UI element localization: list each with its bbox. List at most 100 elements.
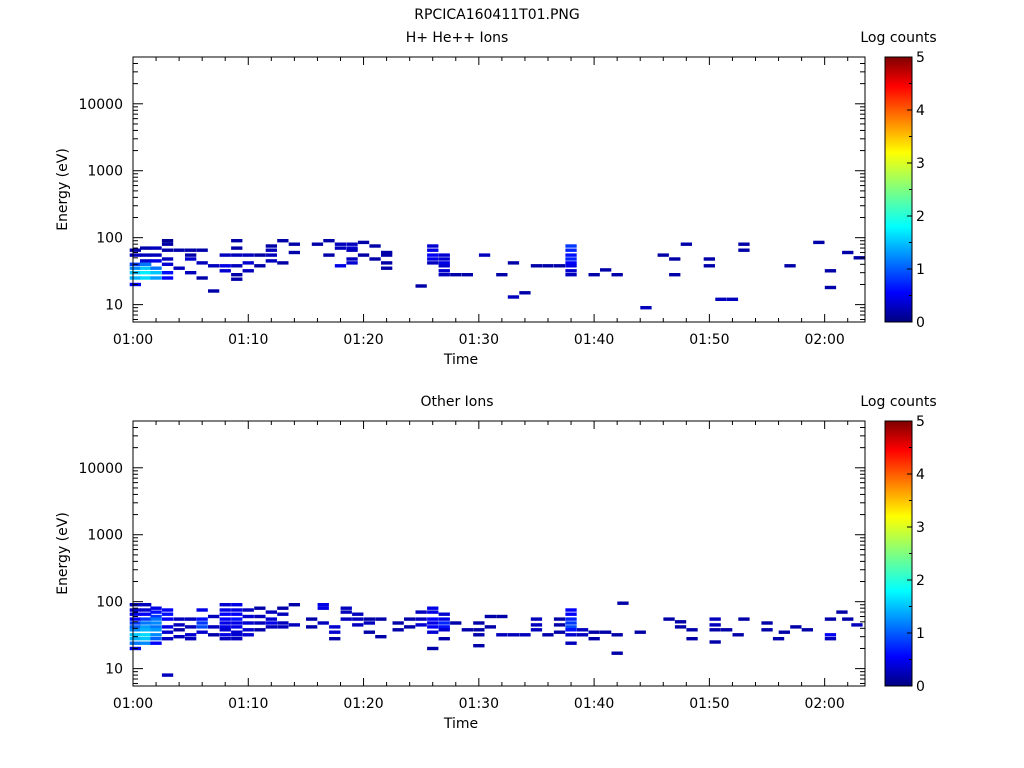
spectrogram-cell bbox=[129, 628, 141, 632]
spectrogram-cell bbox=[738, 248, 750, 252]
y-axis-label: Energy (eV) bbox=[55, 148, 71, 231]
spectrogram-cell bbox=[140, 271, 152, 275]
spectrogram-cell bbox=[772, 637, 785, 641]
spectrogram-cell bbox=[231, 246, 243, 250]
spectrogram-cell bbox=[507, 295, 520, 299]
y-tick-label: 1000 bbox=[87, 528, 123, 544]
colorbar bbox=[884, 56, 913, 323]
spectrogram-cell bbox=[790, 625, 802, 629]
spectrogram-cell bbox=[323, 253, 335, 257]
spectrogram-cell bbox=[161, 608, 174, 612]
spectrogram-cell bbox=[530, 628, 543, 632]
spectrogram-cell bbox=[576, 628, 589, 632]
spectrogram-cell bbox=[140, 246, 152, 250]
spectrogram-cell bbox=[634, 630, 646, 634]
spectrogram-cell bbox=[438, 273, 450, 277]
spectrogram-cell bbox=[438, 264, 450, 268]
spectrogram-cell bbox=[150, 633, 162, 637]
spectrogram-cell bbox=[611, 273, 623, 277]
colorbar-label: Log counts bbox=[860, 394, 936, 410]
spectrogram-cell bbox=[427, 606, 439, 610]
spectrogram-cell bbox=[277, 621, 289, 625]
spectrogram-cell bbox=[427, 248, 439, 252]
spectrogram-cell bbox=[288, 250, 300, 255]
spectrogram-cell bbox=[277, 239, 289, 243]
spectrogram-cell bbox=[150, 271, 162, 275]
spectrogram-cell bbox=[196, 621, 208, 625]
spectrogram-cell bbox=[196, 630, 208, 634]
x-tick-label: 01:10 bbox=[228, 332, 268, 348]
spectrogram-cell bbox=[150, 246, 162, 250]
spectrogram-cell bbox=[129, 608, 141, 612]
colorbar-tick-label: 4 bbox=[916, 467, 925, 483]
spectrogram-cell bbox=[242, 633, 254, 637]
spectrogram-cell bbox=[196, 248, 208, 252]
spectrogram-cell bbox=[140, 608, 152, 612]
spectrogram-cell bbox=[140, 603, 152, 607]
colorbar-tick-label: 3 bbox=[916, 520, 925, 536]
colorbar-tick-label: 0 bbox=[916, 679, 925, 695]
spectrogram-cell bbox=[196, 261, 208, 265]
spectrogram-cell bbox=[150, 610, 162, 614]
spectrogram-cell bbox=[530, 623, 543, 627]
spectrogram-cell bbox=[140, 253, 152, 257]
spectrogram-cell bbox=[565, 633, 577, 637]
spectrogram-cell bbox=[317, 603, 329, 607]
spectrogram-cell bbox=[277, 612, 289, 616]
spectrogram-cell bbox=[784, 264, 796, 268]
colorbar-tick-label: 2 bbox=[916, 209, 925, 225]
spectrogram-cell bbox=[427, 621, 439, 625]
spectrogram-cell bbox=[473, 621, 485, 625]
spectrogram-cell bbox=[288, 603, 300, 607]
colorbar-tick-label: 1 bbox=[916, 262, 925, 278]
spectrogram-cell bbox=[726, 297, 739, 301]
spectrogram-cell bbox=[140, 621, 152, 625]
spectrogram-cell bbox=[669, 257, 681, 261]
spectrogram-cell bbox=[161, 612, 174, 616]
spectrogram-cell bbox=[686, 628, 698, 632]
spectrogram-cell bbox=[173, 617, 185, 621]
data-cells bbox=[129, 239, 865, 310]
spectrogram-cell bbox=[824, 285, 837, 290]
spectrogram-cell bbox=[173, 623, 185, 627]
spectrogram-cell bbox=[254, 614, 266, 619]
spectrogram-cell bbox=[473, 633, 485, 637]
spectrogram-cell bbox=[317, 621, 329, 625]
spectrogram-cell bbox=[565, 621, 577, 625]
spectrogram-cell bbox=[219, 264, 231, 268]
spectrogram-cell bbox=[140, 637, 152, 641]
spectrogram-cell bbox=[363, 630, 375, 634]
spectrogram-cell bbox=[129, 625, 141, 629]
spectrogram-cell bbox=[657, 253, 669, 257]
spectrogram-cell bbox=[519, 633, 531, 637]
spectrogram-cell bbox=[427, 630, 439, 634]
spectrogram-cell bbox=[438, 261, 450, 265]
spectrogram-cell bbox=[323, 239, 335, 243]
colorbar-tick-label: 5 bbox=[916, 414, 925, 430]
spectrogram-cell bbox=[150, 628, 162, 632]
spectrogram-cell bbox=[185, 633, 197, 637]
spectrogram-cell bbox=[438, 269, 450, 273]
y-axis-label: Energy (eV) bbox=[55, 512, 71, 595]
spectrogram-cell bbox=[161, 248, 174, 252]
spectrogram-cell bbox=[352, 612, 364, 616]
spectrogram-cell bbox=[853, 256, 865, 260]
spectrogram-cell bbox=[231, 637, 243, 641]
spectrogram-cell bbox=[334, 242, 347, 246]
spectrogram-cell bbox=[150, 266, 162, 270]
spectrogram-cell bbox=[231, 625, 243, 629]
spectrogram-cell bbox=[357, 253, 370, 257]
x-tick-label: 01:30 bbox=[459, 696, 499, 712]
panel-title: H+ He++ Ions bbox=[406, 30, 509, 46]
x-tick-label: 01:50 bbox=[689, 696, 729, 712]
spectrogram-cell bbox=[208, 289, 220, 293]
spectrogram-cell bbox=[640, 306, 652, 310]
spectrogram-cell bbox=[813, 240, 825, 245]
spectrogram-cell bbox=[427, 261, 439, 265]
spectrogram-cell bbox=[140, 612, 152, 616]
data-cells bbox=[129, 601, 863, 677]
spectrogram-cell bbox=[842, 617, 854, 621]
spectrogram-cell bbox=[306, 625, 318, 629]
spectrogram-cell bbox=[254, 264, 266, 268]
spectrogram-cell bbox=[600, 630, 612, 634]
